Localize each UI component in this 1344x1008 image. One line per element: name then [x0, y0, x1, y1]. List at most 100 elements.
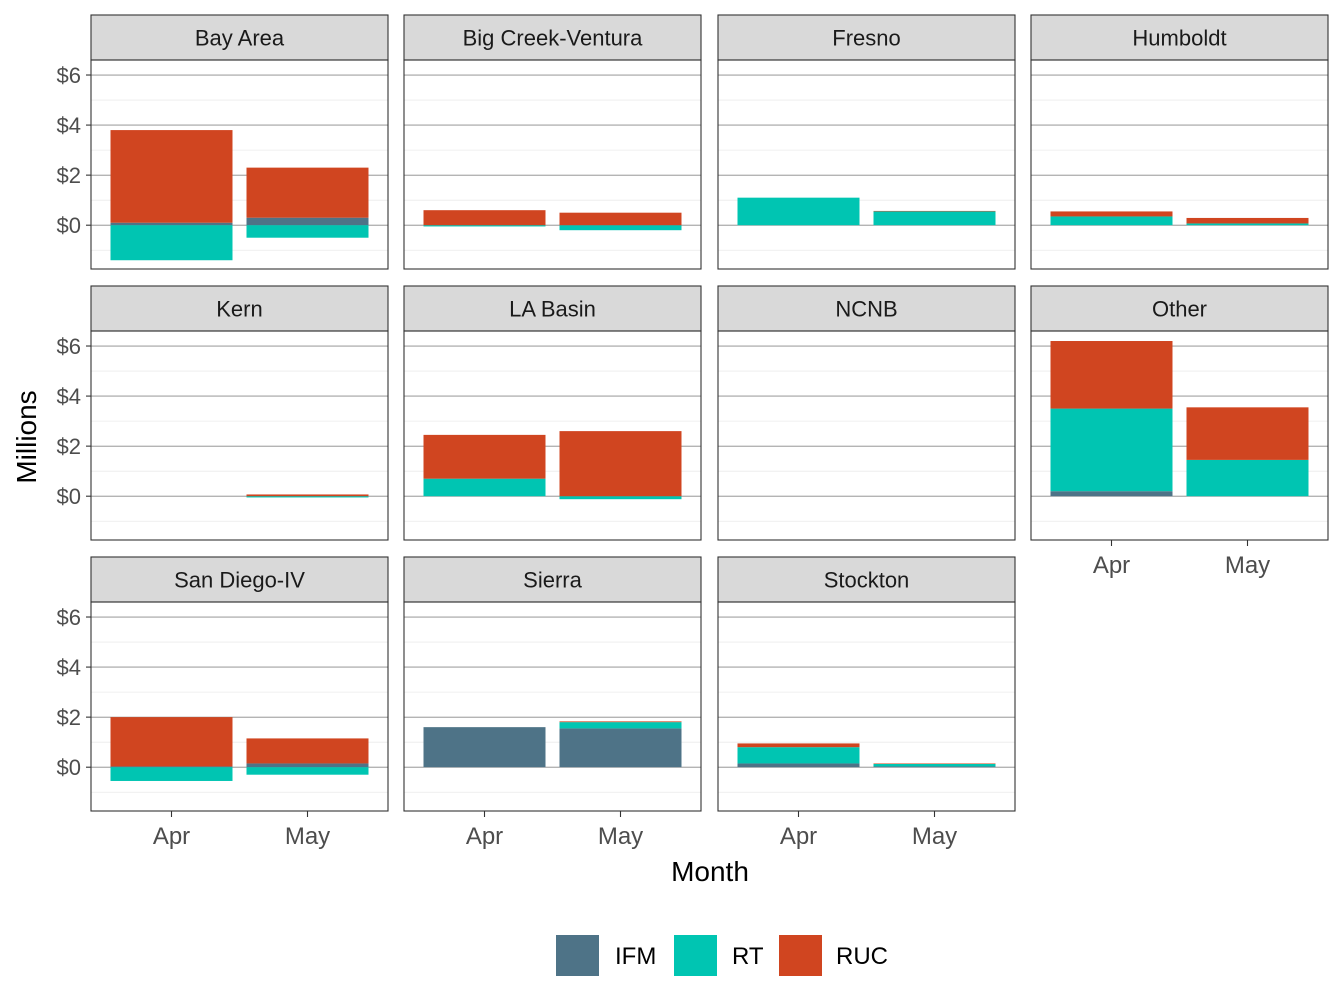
bar-sierra-apr-ifm	[423, 727, 546, 768]
x-tick-label: Apr	[466, 823, 503, 850]
strip-sierra	[403, 556, 702, 603]
strip-label-kern: Kern	[216, 297, 262, 322]
bar-humboldt-apr-rt	[1050, 216, 1173, 226]
bar-san-diego-iv-may-ruc	[246, 738, 369, 764]
strip-san-diego-iv	[90, 556, 389, 603]
bar-stockton-may-ruc	[873, 763, 996, 764]
panel-border	[90, 330, 389, 541]
panel-border	[717, 601, 1016, 812]
bar-stockton-may-rt	[873, 763, 996, 767]
x-tick-label: Apr	[780, 823, 817, 850]
bar-la-basin-apr-rt	[423, 478, 546, 497]
strip-label-other: Other	[1152, 297, 1207, 322]
panel-humboldt: Humboldt	[1030, 14, 1329, 270]
y-tick-label: $0	[57, 213, 81, 238]
bar-big-creek-ventura-apr-rt	[423, 225, 546, 227]
y-tick-label: $2	[57, 705, 81, 730]
legend-key-ruc	[779, 935, 822, 976]
y-axis-title: Millions	[11, 390, 42, 483]
panel-border	[717, 330, 1016, 541]
panel-la-basin: LA Basin	[403, 285, 702, 541]
legend-label-rt: RT	[732, 943, 764, 970]
bar-fresno-may-rt	[873, 211, 996, 226]
panel-border	[403, 601, 702, 812]
strip-other	[1030, 285, 1329, 332]
bar-sierra-may-rt	[559, 722, 682, 729]
panel-stockton: Stockton Apr May	[717, 556, 1016, 850]
bar-stockton-apr-ruc	[737, 743, 860, 748]
bar-other-apr-rt	[1050, 408, 1173, 492]
strip-ncnb	[717, 285, 1016, 332]
bar-humboldt-may-rt	[1186, 223, 1309, 226]
panel-ncnb: NCNB	[717, 285, 1016, 541]
panel-border	[403, 330, 702, 541]
y-tick-label: $6	[57, 63, 81, 88]
bar-other-may-ruc	[1186, 407, 1309, 460]
y-tick-label: $0	[57, 755, 81, 780]
panel-fresno: Fresno	[717, 14, 1016, 270]
panel-border	[90, 601, 389, 812]
bar-humboldt-may-ruc	[1186, 217, 1309, 224]
panel-border	[90, 59, 389, 270]
panel-san-diego-iv: San Diego-IV $0 $2 $4 $6 Apr May	[57, 556, 389, 850]
strip-label-sierra: Sierra	[523, 568, 582, 593]
y-tick-label: $2	[57, 434, 81, 459]
panel-kern: Kern $0 $2 $4 $6	[57, 285, 389, 541]
bar-kern-may-ruc	[246, 494, 369, 497]
bar-stockton-apr-rt	[737, 747, 860, 764]
bar-fresno-may-ruc	[873, 210, 996, 212]
panel-bay-area: Bay Area $0 $2 $4 $6	[57, 14, 389, 270]
x-tick-label: May	[912, 823, 957, 850]
bar-bay-area-apr-ruc	[110, 130, 233, 223]
strip-la-basin	[403, 285, 702, 332]
y-tick-label: $4	[57, 655, 81, 680]
bar-other-may-rt	[1186, 459, 1309, 497]
strip-label-big-creek-ventura: Big Creek-Ventura	[463, 26, 644, 51]
bar-bay-area-apr-ifm	[110, 222, 233, 226]
bar-la-basin-apr-ruc	[423, 434, 546, 479]
bar-san-diego-iv-apr-rt	[110, 767, 233, 781]
bar-sierra-may-ifm	[559, 728, 682, 768]
panel-border	[1030, 330, 1329, 541]
strip-kern	[90, 285, 389, 332]
strip-label-bay-area: Bay Area	[195, 26, 285, 51]
bar-san-diego-iv-apr-ruc	[110, 717, 233, 767]
strip-humboldt	[1030, 14, 1329, 61]
legend-label-ruc: RUC	[836, 943, 888, 970]
x-tick-label: May	[285, 823, 330, 850]
y-tick-label: $4	[57, 384, 81, 409]
bar-kern-may-rt	[246, 496, 369, 498]
strip-bay-area	[90, 14, 389, 61]
x-tick-label: Apr	[153, 823, 190, 850]
x-tick-label: Apr	[1093, 552, 1130, 579]
strip-label-ncnb: NCNB	[835, 297, 897, 322]
bar-fresno-apr-rt	[737, 197, 860, 226]
bar-san-diego-iv-apr-ifm	[110, 766, 233, 768]
bar-la-basin-may-rt	[559, 496, 682, 500]
bar-bay-area-may-ruc	[246, 167, 369, 218]
strip-label-fresno: Fresno	[832, 26, 900, 51]
panel-big-creek-ventura: Big Creek-Ventura	[403, 14, 702, 270]
bar-other-apr-ifm	[1050, 491, 1173, 497]
panel-other: Other Apr May	[1030, 285, 1329, 579]
x-axis-title: Month	[671, 856, 749, 887]
bar-other-apr-ruc	[1050, 341, 1173, 409]
panel-border	[717, 59, 1016, 270]
x-tick-label: May	[1225, 552, 1270, 579]
strip-fresno	[717, 14, 1016, 61]
bar-sierra-may-ruc	[559, 721, 682, 723]
bar-bay-area-may-rt	[246, 225, 369, 238]
bar-la-basin-may-ruc	[559, 431, 682, 497]
legend-key-ifm	[556, 935, 599, 976]
y-tick-label: $0	[57, 484, 81, 509]
panel-border	[403, 59, 702, 270]
strip-label-la-basin: LA Basin	[509, 297, 596, 322]
legend: IFM RT RUC	[556, 935, 888, 976]
bar-big-creek-ventura-apr-ruc	[423, 210, 546, 226]
bar-big-creek-ventura-may-ruc	[559, 212, 682, 226]
y-tick-label: $4	[57, 113, 81, 138]
bar-big-creek-ventura-may-rt	[559, 225, 682, 231]
bar-san-diego-iv-may-ifm	[246, 763, 369, 768]
y-tick-label: $6	[57, 334, 81, 359]
